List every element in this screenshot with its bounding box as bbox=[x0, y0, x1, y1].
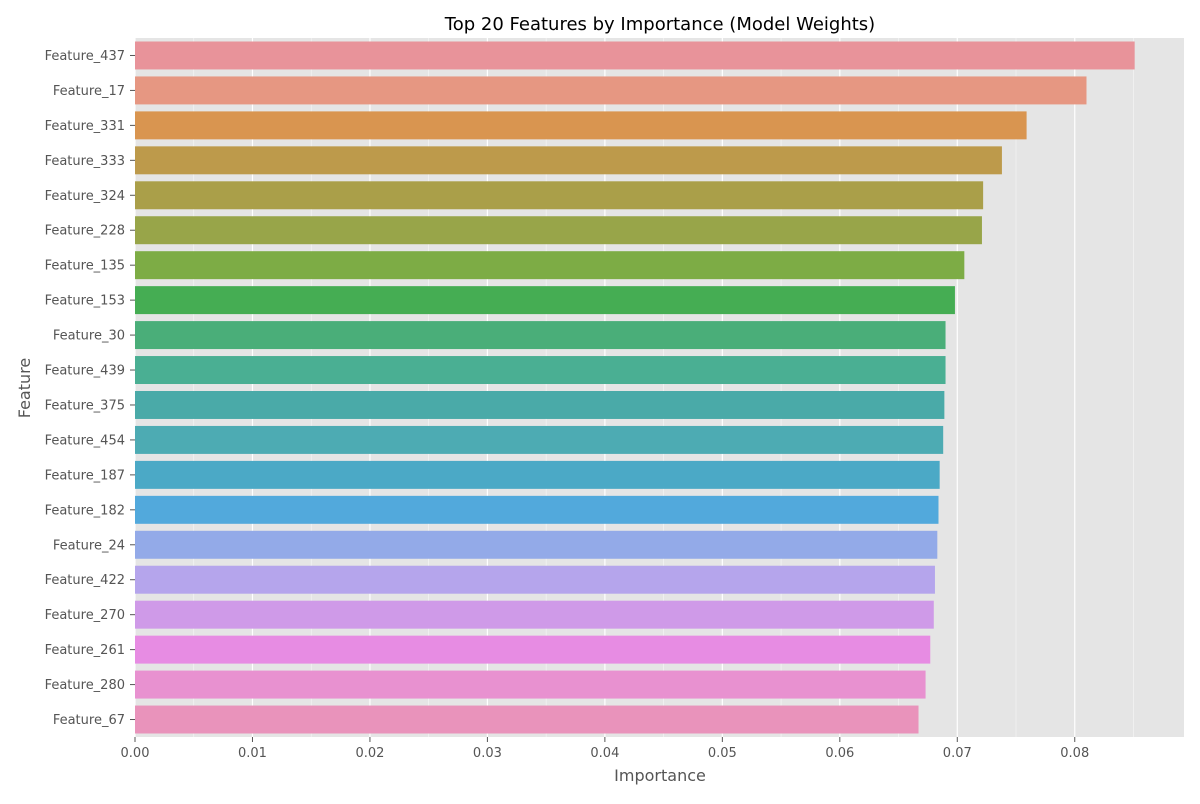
y-axis-label: Feature bbox=[15, 358, 34, 418]
y-axis-ticks: Feature_437 Feature_17 Feature_331 Feature_… bbox=[45, 49, 135, 728]
plot-background bbox=[135, 38, 1184, 737]
bar-feature-135 bbox=[135, 251, 965, 280]
x-tick-label: 0.04 bbox=[590, 746, 619, 761]
bar-feature-261 bbox=[135, 635, 931, 664]
y-tick-label: Feature_270 bbox=[45, 608, 125, 623]
y-tick-label: Feature_454 bbox=[45, 433, 125, 448]
x-tick-label: 0.06 bbox=[825, 746, 854, 761]
bars bbox=[135, 41, 1135, 734]
y-tick-label: Feature_17 bbox=[53, 84, 125, 99]
bar-feature-270 bbox=[135, 600, 934, 629]
bar-feature-375 bbox=[135, 390, 945, 419]
y-tick-label: Feature_228 bbox=[45, 224, 125, 239]
bar-feature-17 bbox=[135, 76, 1087, 105]
y-tick-label: Feature_439 bbox=[45, 364, 125, 379]
y-tick-label: Feature_331 bbox=[45, 119, 125, 134]
bar-feature-153 bbox=[135, 286, 955, 315]
y-tick-label: Feature_422 bbox=[45, 573, 125, 588]
bar-feature-30 bbox=[135, 321, 946, 350]
x-tick-label: 0.05 bbox=[708, 746, 737, 761]
y-tick-label: Feature_375 bbox=[45, 398, 125, 413]
bar-feature-67 bbox=[135, 705, 919, 734]
y-tick-label: Feature_437 bbox=[45, 49, 125, 64]
bar-feature-454 bbox=[135, 425, 944, 454]
y-tick-label: Feature_67 bbox=[53, 713, 125, 728]
bar-feature-182 bbox=[135, 495, 939, 524]
x-tick-label: 0.08 bbox=[1060, 746, 1089, 761]
bar-feature-437 bbox=[135, 41, 1135, 70]
y-tick-label: Feature_280 bbox=[45, 678, 125, 693]
x-tick-label: 0.03 bbox=[473, 746, 502, 761]
bar-feature-439 bbox=[135, 356, 946, 385]
bar-feature-324 bbox=[135, 181, 984, 210]
y-tick-label: Feature_24 bbox=[53, 538, 125, 553]
bar-feature-228 bbox=[135, 216, 982, 245]
x-tick-label: 0.01 bbox=[238, 746, 267, 761]
bar-feature-333 bbox=[135, 146, 1002, 175]
bar-feature-280 bbox=[135, 670, 926, 699]
chart-title: Top 20 Features by Importance (Model Wei… bbox=[444, 14, 875, 35]
x-tick-label: 0.07 bbox=[943, 746, 972, 761]
bar-feature-24 bbox=[135, 530, 938, 559]
bar-feature-331 bbox=[135, 111, 1027, 140]
x-axis-label: Importance bbox=[614, 766, 706, 785]
bar-feature-187 bbox=[135, 460, 940, 489]
y-tick-label: Feature_333 bbox=[45, 154, 125, 169]
bar-feature-422 bbox=[135, 565, 935, 594]
x-tick-label: 0.00 bbox=[121, 746, 150, 761]
y-tick-label: Feature_261 bbox=[45, 643, 125, 658]
x-tick-label: 0.02 bbox=[355, 746, 384, 761]
x-axis-ticks: 0.00 0.01 0.02 0.03 0.04 0.05 0.06 0.07 0.08 bbox=[121, 737, 1089, 761]
y-tick-label: Feature_324 bbox=[45, 189, 125, 204]
y-tick-label: Feature_135 bbox=[45, 259, 125, 274]
y-tick-label: Feature_182 bbox=[45, 503, 125, 518]
y-tick-label: Feature_30 bbox=[53, 329, 125, 344]
y-tick-label: Feature_187 bbox=[45, 468, 125, 483]
y-tick-label: Feature_153 bbox=[45, 294, 125, 309]
